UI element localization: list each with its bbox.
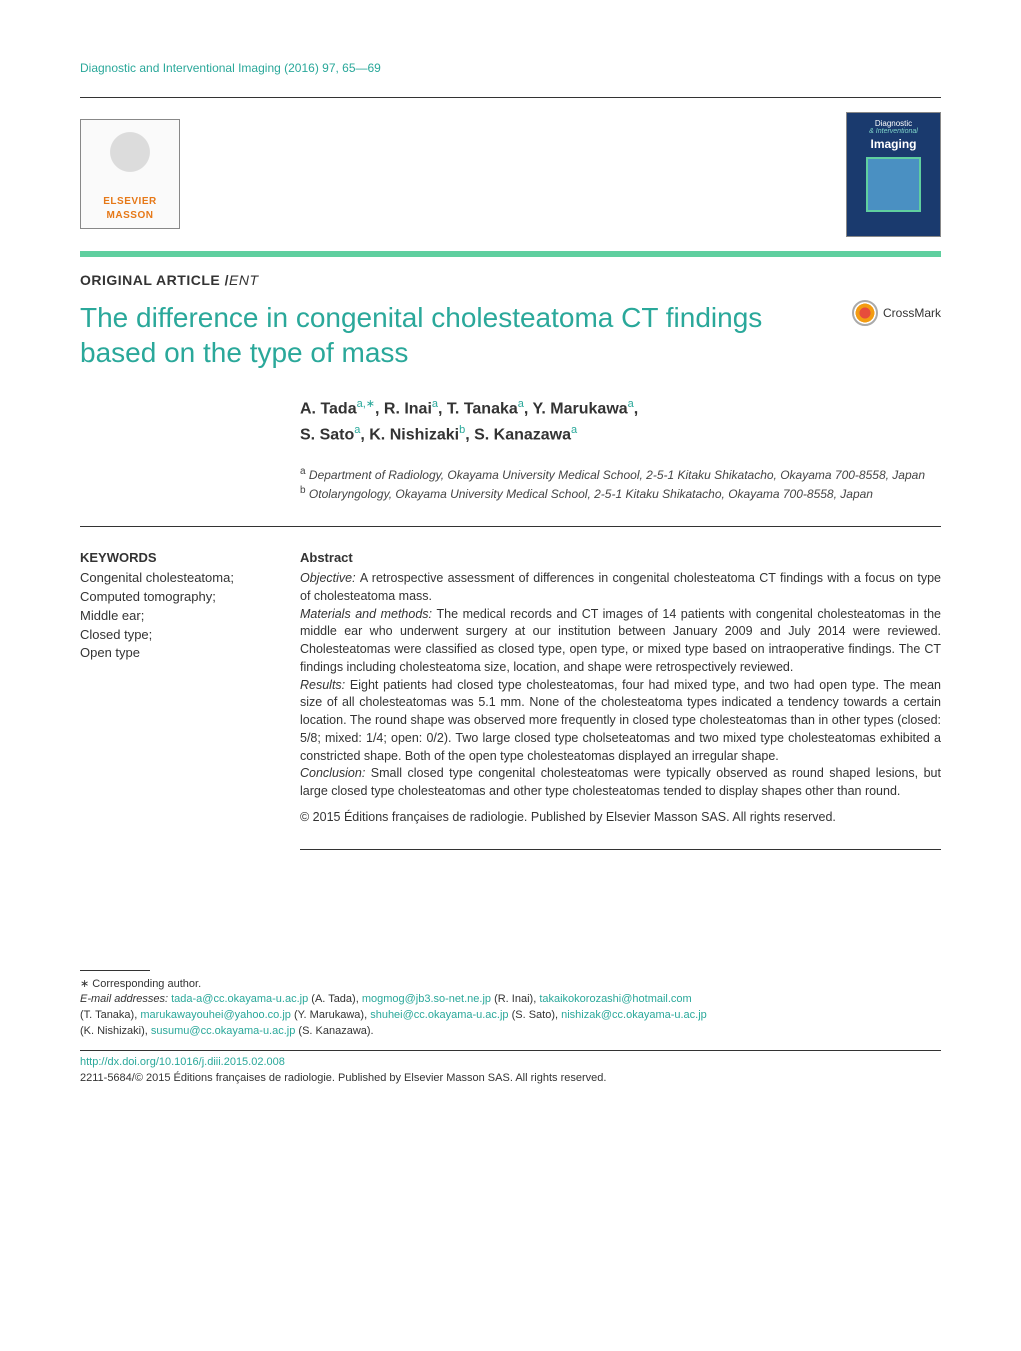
affil-b: Otolaryngology, Okayama University Medic… — [306, 487, 873, 501]
email-2-name: (R. Inai), — [491, 993, 539, 1005]
sep: , — [524, 401, 533, 418]
email-3[interactable]: takaikokorozashi@hotmail.com — [539, 993, 691, 1005]
authors-list: A. Tadaa,∗, R. Inaia, T. Tanakaa, Y. Mar… — [300, 396, 941, 447]
email-5[interactable]: shuhei@cc.okayama-u.ac.jp — [370, 1009, 508, 1021]
crossmark-icon — [852, 300, 878, 326]
sep: , — [360, 426, 369, 443]
objective-text: A retrospective assessment of difference… — [300, 571, 941, 603]
author-1-sup: a,∗ — [357, 398, 375, 410]
sep: , — [438, 401, 447, 418]
issn-copyright: 2211-5684/© 2015 Éditions françaises de … — [80, 1072, 606, 1084]
results-label: Results: — [300, 678, 350, 692]
author-4: Y. Marukawa — [533, 401, 628, 418]
methods-label: Materials and methods: — [300, 607, 437, 621]
footer: ∗ Corresponding author. E-mail addresses… — [80, 970, 941, 1088]
abstract-body: Objective: A retrospective assessment of… — [300, 570, 941, 827]
affil-a: Department of Radiology, Okayama Univers… — [306, 468, 925, 482]
author-6: K. Nishizaki — [369, 426, 459, 443]
doi-link[interactable]: http://dx.doi.org/10.1016/j.diii.2015.02… — [80, 1056, 285, 1068]
crossmark-badge[interactable]: CrossMark — [852, 300, 941, 326]
article-type-label: ORIGINAL ARTICLE / — [80, 272, 229, 288]
publisher-logo: ELSEVIER MASSON — [80, 119, 180, 229]
abstract-divider — [300, 849, 941, 850]
author-3: T. Tanaka — [447, 401, 518, 418]
sep: , — [634, 401, 638, 418]
email-7[interactable]: susumu@cc.okayama-u.ac.jp — [151, 1025, 295, 1037]
email-6[interactable]: nishizak@cc.okayama-u.ac.jp — [561, 1009, 707, 1021]
author-1: A. Tada — [300, 401, 357, 418]
affiliations: a Department of Radiology, Okayama Unive… — [300, 465, 941, 504]
email-3-name: (T. Tanaka), — [80, 1009, 140, 1021]
crossmark-label: CrossMark — [883, 305, 941, 322]
author-5: S. Sato — [300, 426, 354, 443]
article-title: The difference in congenital cholesteato… — [80, 300, 852, 370]
publisher-name: ELSEVIER — [103, 195, 156, 209]
header-bar: ELSEVIER MASSON Diagnostic & Interventio… — [80, 97, 941, 257]
cover-line2: & Interventional — [869, 128, 918, 136]
doi-block: http://dx.doi.org/10.1016/j.diii.2015.02… — [80, 1050, 941, 1087]
publisher-sub: MASSON — [107, 209, 154, 223]
keywords-column: KEYWORDS Congenital cholesteatoma; Compu… — [80, 549, 270, 850]
journal-cover-thumbnail: Diagnostic & Interventional Imaging — [846, 112, 941, 237]
footer-divider — [80, 970, 150, 971]
abstract-heading: Abstract — [300, 549, 941, 567]
cover-line1: Diagnostic — [875, 119, 912, 129]
email-1[interactable]: tada-a@cc.okayama-u.ac.jp — [171, 993, 308, 1005]
article-type: ORIGINAL ARTICLE /ENT — [80, 271, 941, 291]
authors-block: A. Tadaa,∗, R. Inaia, T. Tanakaa, Y. Mar… — [300, 396, 941, 503]
corresponding-author: ∗ Corresponding author. — [80, 977, 941, 993]
objective-label: Objective: — [300, 571, 360, 585]
author-7: S. Kanazawa — [474, 426, 571, 443]
keywords-heading: KEYWORDS — [80, 549, 270, 567]
email-label: E-mail addresses: — [80, 993, 171, 1005]
elsevier-tree-icon — [100, 126, 160, 191]
sep: , — [375, 401, 384, 418]
keywords-list: Congenital cholesteatoma; Computed tomog… — [80, 569, 270, 663]
article-section: ENT — [229, 272, 259, 288]
cover-line3: Imaging — [870, 137, 916, 151]
cover-image-icon — [866, 157, 921, 212]
email-5-name: (S. Sato), — [509, 1009, 562, 1021]
journal-reference: Diagnostic and Interventional Imaging (2… — [80, 60, 941, 77]
email-4[interactable]: marukawayouhei@yahoo.co.jp — [140, 1009, 291, 1021]
content-row: KEYWORDS Congenital cholesteatoma; Compu… — [80, 526, 941, 850]
email-4-name: (Y. Marukawa), — [291, 1009, 370, 1021]
author-7-sup: a — [571, 424, 577, 436]
email-7-name: (S. Kanazawa). — [295, 1025, 373, 1037]
abstract-copyright: © 2015 Éditions françaises de radiologie… — [300, 809, 941, 827]
author-2: R. Inai — [384, 401, 432, 418]
sep: , — [465, 426, 474, 443]
email-1-name: (A. Tada), — [308, 993, 362, 1005]
results-text: Eight patients had closed type cholestea… — [300, 678, 941, 763]
email-addresses: E-mail addresses: tada-a@cc.okayama-u.ac… — [80, 992, 941, 1040]
conclusion-label: Conclusion: — [300, 766, 371, 780]
abstract-column: Abstract Objective: A retrospective asse… — [300, 549, 941, 850]
conclusion-text: Small closed type congenital cholesteato… — [300, 766, 941, 798]
email-6-name: (K. Nishizaki), — [80, 1025, 151, 1037]
email-2[interactable]: mogmog@jb3.so-net.ne.jp — [362, 993, 491, 1005]
